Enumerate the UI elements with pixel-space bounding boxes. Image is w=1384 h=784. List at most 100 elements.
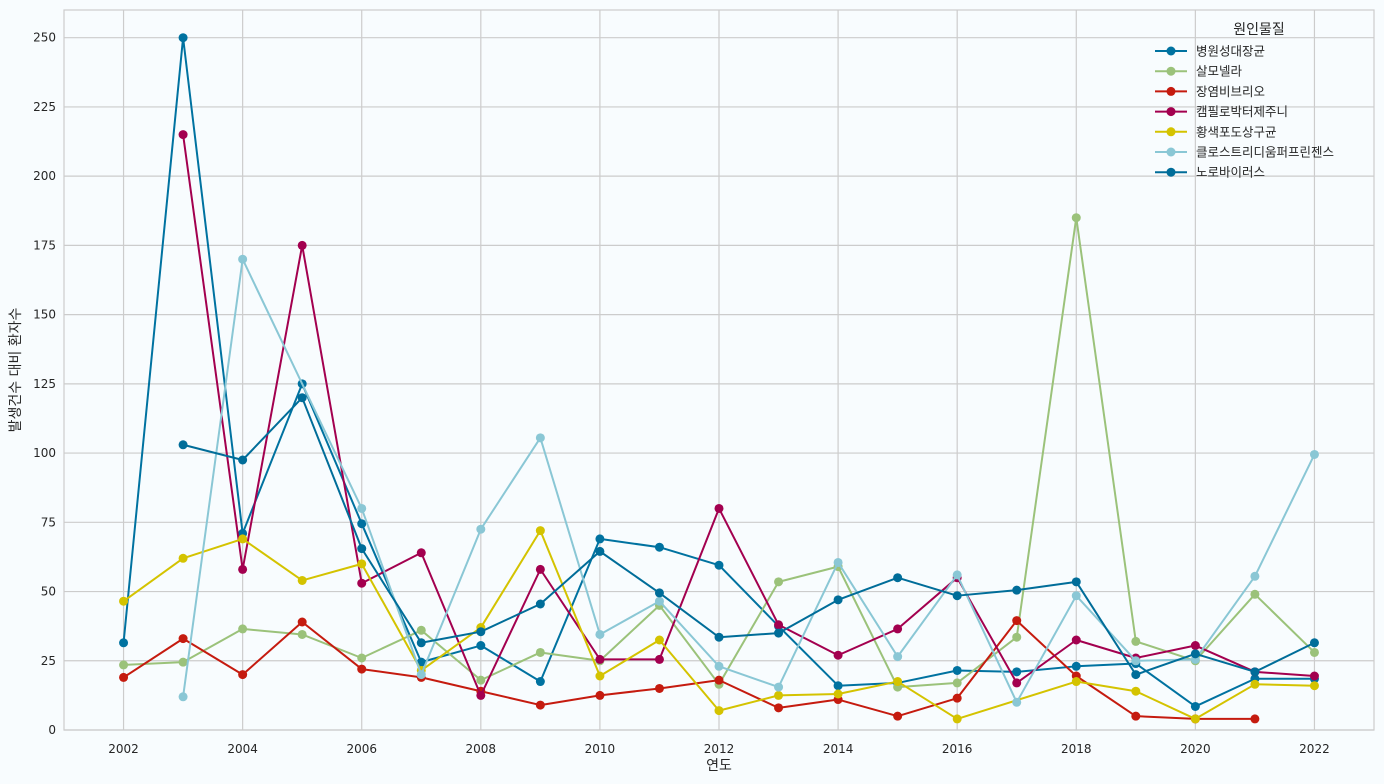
legend-swatch-marker-5 <box>1166 127 1176 137</box>
data-point <box>476 641 486 651</box>
data-point <box>535 526 545 536</box>
data-point <box>952 693 962 703</box>
tick-labels: 2002 2004 2006 2008 2010 2012 2014 2016 2018 2020… <box>33 31 1330 756</box>
data-point <box>416 670 426 680</box>
x-tick-label-2004: 2004 <box>227 742 258 756</box>
data-point <box>833 557 843 567</box>
data-point <box>238 624 248 634</box>
y-tick-label-25: 25 <box>41 654 56 668</box>
data-point <box>1012 697 1022 707</box>
legend-label-3: 장염비브리오 <box>1196 84 1265 99</box>
data-point <box>178 657 188 667</box>
data-point <box>833 595 843 605</box>
data-point <box>1309 647 1319 657</box>
data-point <box>1309 671 1319 681</box>
data-point <box>952 714 962 724</box>
data-point <box>893 573 903 583</box>
series-line-3 <box>123 619 1255 720</box>
data-point <box>1250 571 1260 581</box>
data-point <box>357 519 367 529</box>
data-point <box>535 564 545 574</box>
data-point <box>357 544 367 554</box>
data-point <box>1250 667 1260 677</box>
data-point <box>1250 589 1260 599</box>
data-point <box>714 675 724 685</box>
data-point <box>654 596 664 606</box>
data-point <box>893 677 903 687</box>
data-point <box>476 627 486 637</box>
data-point <box>952 591 962 601</box>
data-point <box>297 575 307 585</box>
data-point <box>238 564 248 574</box>
data-point <box>952 570 962 580</box>
series-line-4 <box>182 134 1315 697</box>
data-point <box>535 599 545 609</box>
data-point <box>238 254 248 264</box>
data-point <box>714 706 724 716</box>
legend-title: 원인물질 <box>1233 22 1285 38</box>
legend-swatch-marker-2 <box>1166 66 1176 76</box>
data-point <box>654 542 664 552</box>
data-point <box>416 548 426 558</box>
series-6 <box>178 254 1319 707</box>
data-point <box>297 240 307 250</box>
data-point <box>1309 449 1319 459</box>
data-point <box>476 524 486 534</box>
data-point <box>893 652 903 662</box>
data-point <box>178 692 188 702</box>
x-axis-title: 연도 <box>706 758 732 774</box>
data-point <box>178 634 188 644</box>
legend-label-2: 살모넬라 <box>1196 64 1243 79</box>
data-point <box>238 455 248 465</box>
data-point <box>833 681 843 691</box>
data-point <box>774 703 784 713</box>
data-point <box>297 393 307 403</box>
data-point <box>476 675 486 685</box>
legend: 원인물질 병원성대장균살모넬라장염비브리오캠필로박터제주니황색포도상구균클로스트… <box>1155 22 1334 180</box>
y-tick-label-175: 175 <box>33 238 56 252</box>
data-point <box>238 670 248 680</box>
data-point <box>654 683 664 693</box>
data-point <box>1190 641 1200 651</box>
series-4 <box>178 130 1319 700</box>
data-point <box>833 689 843 699</box>
data-point <box>178 130 188 140</box>
data-point <box>595 629 605 639</box>
data-point <box>774 577 784 587</box>
legend-swatch-marker-3 <box>1166 86 1176 96</box>
data-point <box>1131 686 1141 696</box>
data-point <box>595 546 605 556</box>
data-point <box>178 33 188 43</box>
x-tick-label-2012: 2012 <box>704 742 735 756</box>
data-point <box>535 433 545 443</box>
data-point <box>476 690 486 700</box>
data-point <box>1071 213 1081 223</box>
x-tick-label-2014: 2014 <box>823 742 854 756</box>
y-tick-label-75: 75 <box>41 515 56 529</box>
data-point <box>1012 585 1022 595</box>
data-point <box>774 620 784 630</box>
y-tick-label-50: 50 <box>41 585 56 599</box>
y-tick-label-0: 0 <box>48 723 56 737</box>
legend-label-6: 클로스트리디움퍼프린젠스 <box>1196 145 1334 160</box>
data-point <box>1012 616 1022 626</box>
data-point <box>654 588 664 598</box>
data-point <box>595 671 605 681</box>
x-tick-label-2008: 2008 <box>466 742 497 756</box>
data-point <box>893 711 903 721</box>
data-point <box>1071 635 1081 645</box>
data-point <box>297 617 307 627</box>
data-point <box>654 654 664 664</box>
data-point <box>535 700 545 710</box>
legend-swatch-marker-6 <box>1166 147 1176 157</box>
legend-swatch-marker-7 <box>1166 167 1176 177</box>
data-point <box>1131 656 1141 666</box>
data-point <box>1012 678 1022 688</box>
y-tick-label-200: 200 <box>33 169 56 183</box>
data-point <box>357 578 367 588</box>
data-point <box>952 665 962 675</box>
data-point <box>833 650 843 660</box>
data-point <box>357 559 367 569</box>
data-point <box>1250 714 1260 724</box>
